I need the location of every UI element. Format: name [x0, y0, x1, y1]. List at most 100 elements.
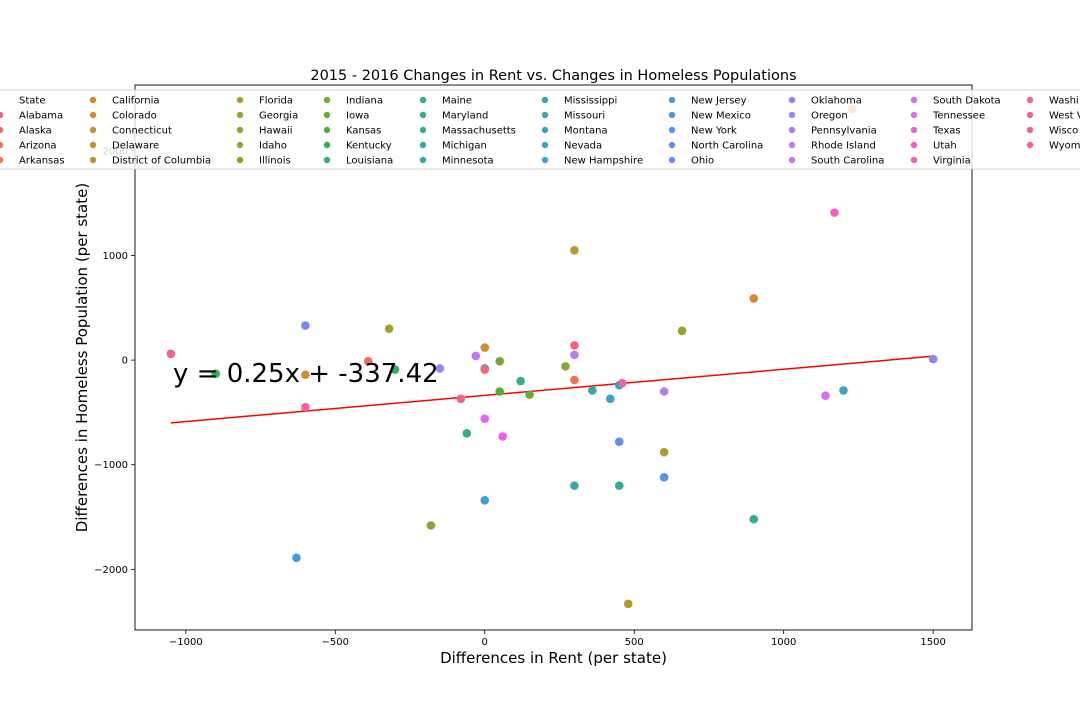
legend-marker — [0, 156, 4, 164]
x-tick-label: −1000 — [169, 637, 203, 648]
legend-marker — [668, 111, 676, 119]
data-point-illinois — [561, 362, 570, 371]
legend-label: New Jersey — [691, 96, 747, 107]
legend-marker — [910, 96, 918, 104]
x-tick-label: −500 — [322, 637, 349, 648]
legend-marker — [910, 156, 918, 164]
legend-marker — [419, 126, 427, 134]
legend-marker — [89, 126, 97, 134]
legend-label: Florida — [259, 96, 293, 107]
legend-label: Louisiana — [346, 156, 393, 167]
data-point-wisco — [456, 394, 466, 404]
legend-label: California — [112, 96, 160, 107]
data-point-hawaii — [677, 326, 687, 336]
data-point-south-dakota — [821, 391, 830, 400]
data-point-arizona — [570, 375, 579, 385]
legend-label: Kansas — [346, 126, 381, 137]
legend-marker — [541, 156, 549, 164]
legend-label: South Dakota — [933, 96, 1001, 107]
legend-label: Arkansas — [19, 156, 65, 167]
legend-label: Kentucky — [346, 141, 392, 152]
legend-label: Pennsylvania — [811, 126, 877, 137]
legend-marker — [788, 156, 796, 164]
y-tick-label: 0 — [122, 356, 128, 367]
legend-marker — [419, 111, 427, 119]
legend-marker — [0, 126, 4, 134]
legend-label: Alabama — [19, 111, 63, 122]
legend-label: New Hampshire — [564, 156, 643, 167]
data-point-connecticut — [480, 343, 490, 352]
y-tick-label: −2000 — [94, 565, 128, 576]
data-point-oklahoma — [928, 354, 938, 364]
legend-marker — [1026, 141, 1034, 149]
legend-marker — [668, 126, 676, 134]
legend-label: West V — [1049, 111, 1080, 122]
data-point-texas — [498, 432, 507, 441]
legend-label: Texas — [932, 126, 961, 137]
legend-marker — [0, 111, 4, 119]
data-point-oregon — [435, 364, 445, 373]
legend-label: Maine — [442, 96, 472, 107]
legend-marker — [236, 126, 244, 134]
legend-marker — [541, 111, 549, 119]
legend-label: New York — [691, 126, 737, 137]
legend-label: Massachusetts — [442, 126, 516, 137]
legend-marker — [419, 141, 427, 149]
legend-label: Delaware — [112, 141, 159, 152]
legend-label: Virginia — [933, 156, 971, 167]
data-point-louisiana — [390, 365, 400, 374]
data-point-tennessee — [480, 414, 490, 423]
legend-box — [0, 89, 1080, 170]
legend-marker — [323, 111, 331, 119]
legend-marker — [1026, 96, 1034, 104]
data-point-wyom — [480, 365, 490, 374]
data-point-nevada — [839, 386, 848, 395]
legend-label: Ohio — [691, 156, 714, 167]
legend-marker — [236, 111, 244, 119]
legend-marker — [541, 96, 549, 104]
legend-label: Mississippi — [564, 96, 617, 107]
data-point-massachusetts — [749, 514, 759, 524]
legend-marker — [788, 126, 796, 134]
data-point-michigan — [614, 481, 624, 490]
legend-label: North Carolina — [691, 141, 763, 152]
legend-label: District of Columbia — [112, 156, 211, 167]
legend-label: State — [19, 96, 45, 107]
y-axis-title: Differences in Homeless Population (per … — [73, 183, 91, 532]
data-point-iowa — [525, 390, 534, 399]
data-point-district-of-columbia — [623, 599, 633, 609]
chart-title: 2015 - 2016 Changes in Rent vs. Changes … — [310, 68, 796, 84]
data-point-ohio — [301, 321, 310, 330]
legend-label: New Mexico — [691, 111, 751, 122]
legend-marker — [236, 156, 244, 164]
legend-label: Alaska — [19, 126, 52, 137]
legend-marker — [1026, 126, 1034, 134]
legend-marker — [541, 141, 549, 149]
x-tick-label: 500 — [625, 637, 644, 648]
data-point-maryland — [516, 376, 525, 386]
legend-marker — [89, 96, 97, 104]
x-tick-label: 0 — [482, 637, 488, 648]
x-tick-label: 1000 — [771, 637, 796, 648]
legend-marker — [323, 141, 331, 149]
legend-label: Colorado — [112, 111, 157, 122]
legend-marker — [910, 141, 918, 149]
data-point-south-carolina — [471, 351, 481, 361]
regression-equation: y = 0.25x + -337.42 — [173, 359, 439, 389]
data-point-new-hampshire — [605, 394, 615, 404]
legend-label: Oregon — [811, 111, 848, 122]
y-tick-label: −1000 — [94, 460, 128, 471]
data-point-idaho — [426, 521, 436, 530]
legend-marker — [910, 111, 918, 119]
legend-label: Indiana — [346, 96, 383, 107]
data-point-georgia — [384, 324, 394, 334]
legend-label: Nevada — [564, 141, 602, 152]
legend-marker — [541, 126, 549, 134]
data-point-minnesota — [588, 386, 597, 395]
legend-marker — [668, 141, 676, 149]
legend-label: Illinois — [259, 156, 291, 167]
legend-label: Washi — [1049, 96, 1079, 107]
legend-label: Connecticut — [112, 126, 172, 137]
legend-marker — [0, 141, 4, 149]
